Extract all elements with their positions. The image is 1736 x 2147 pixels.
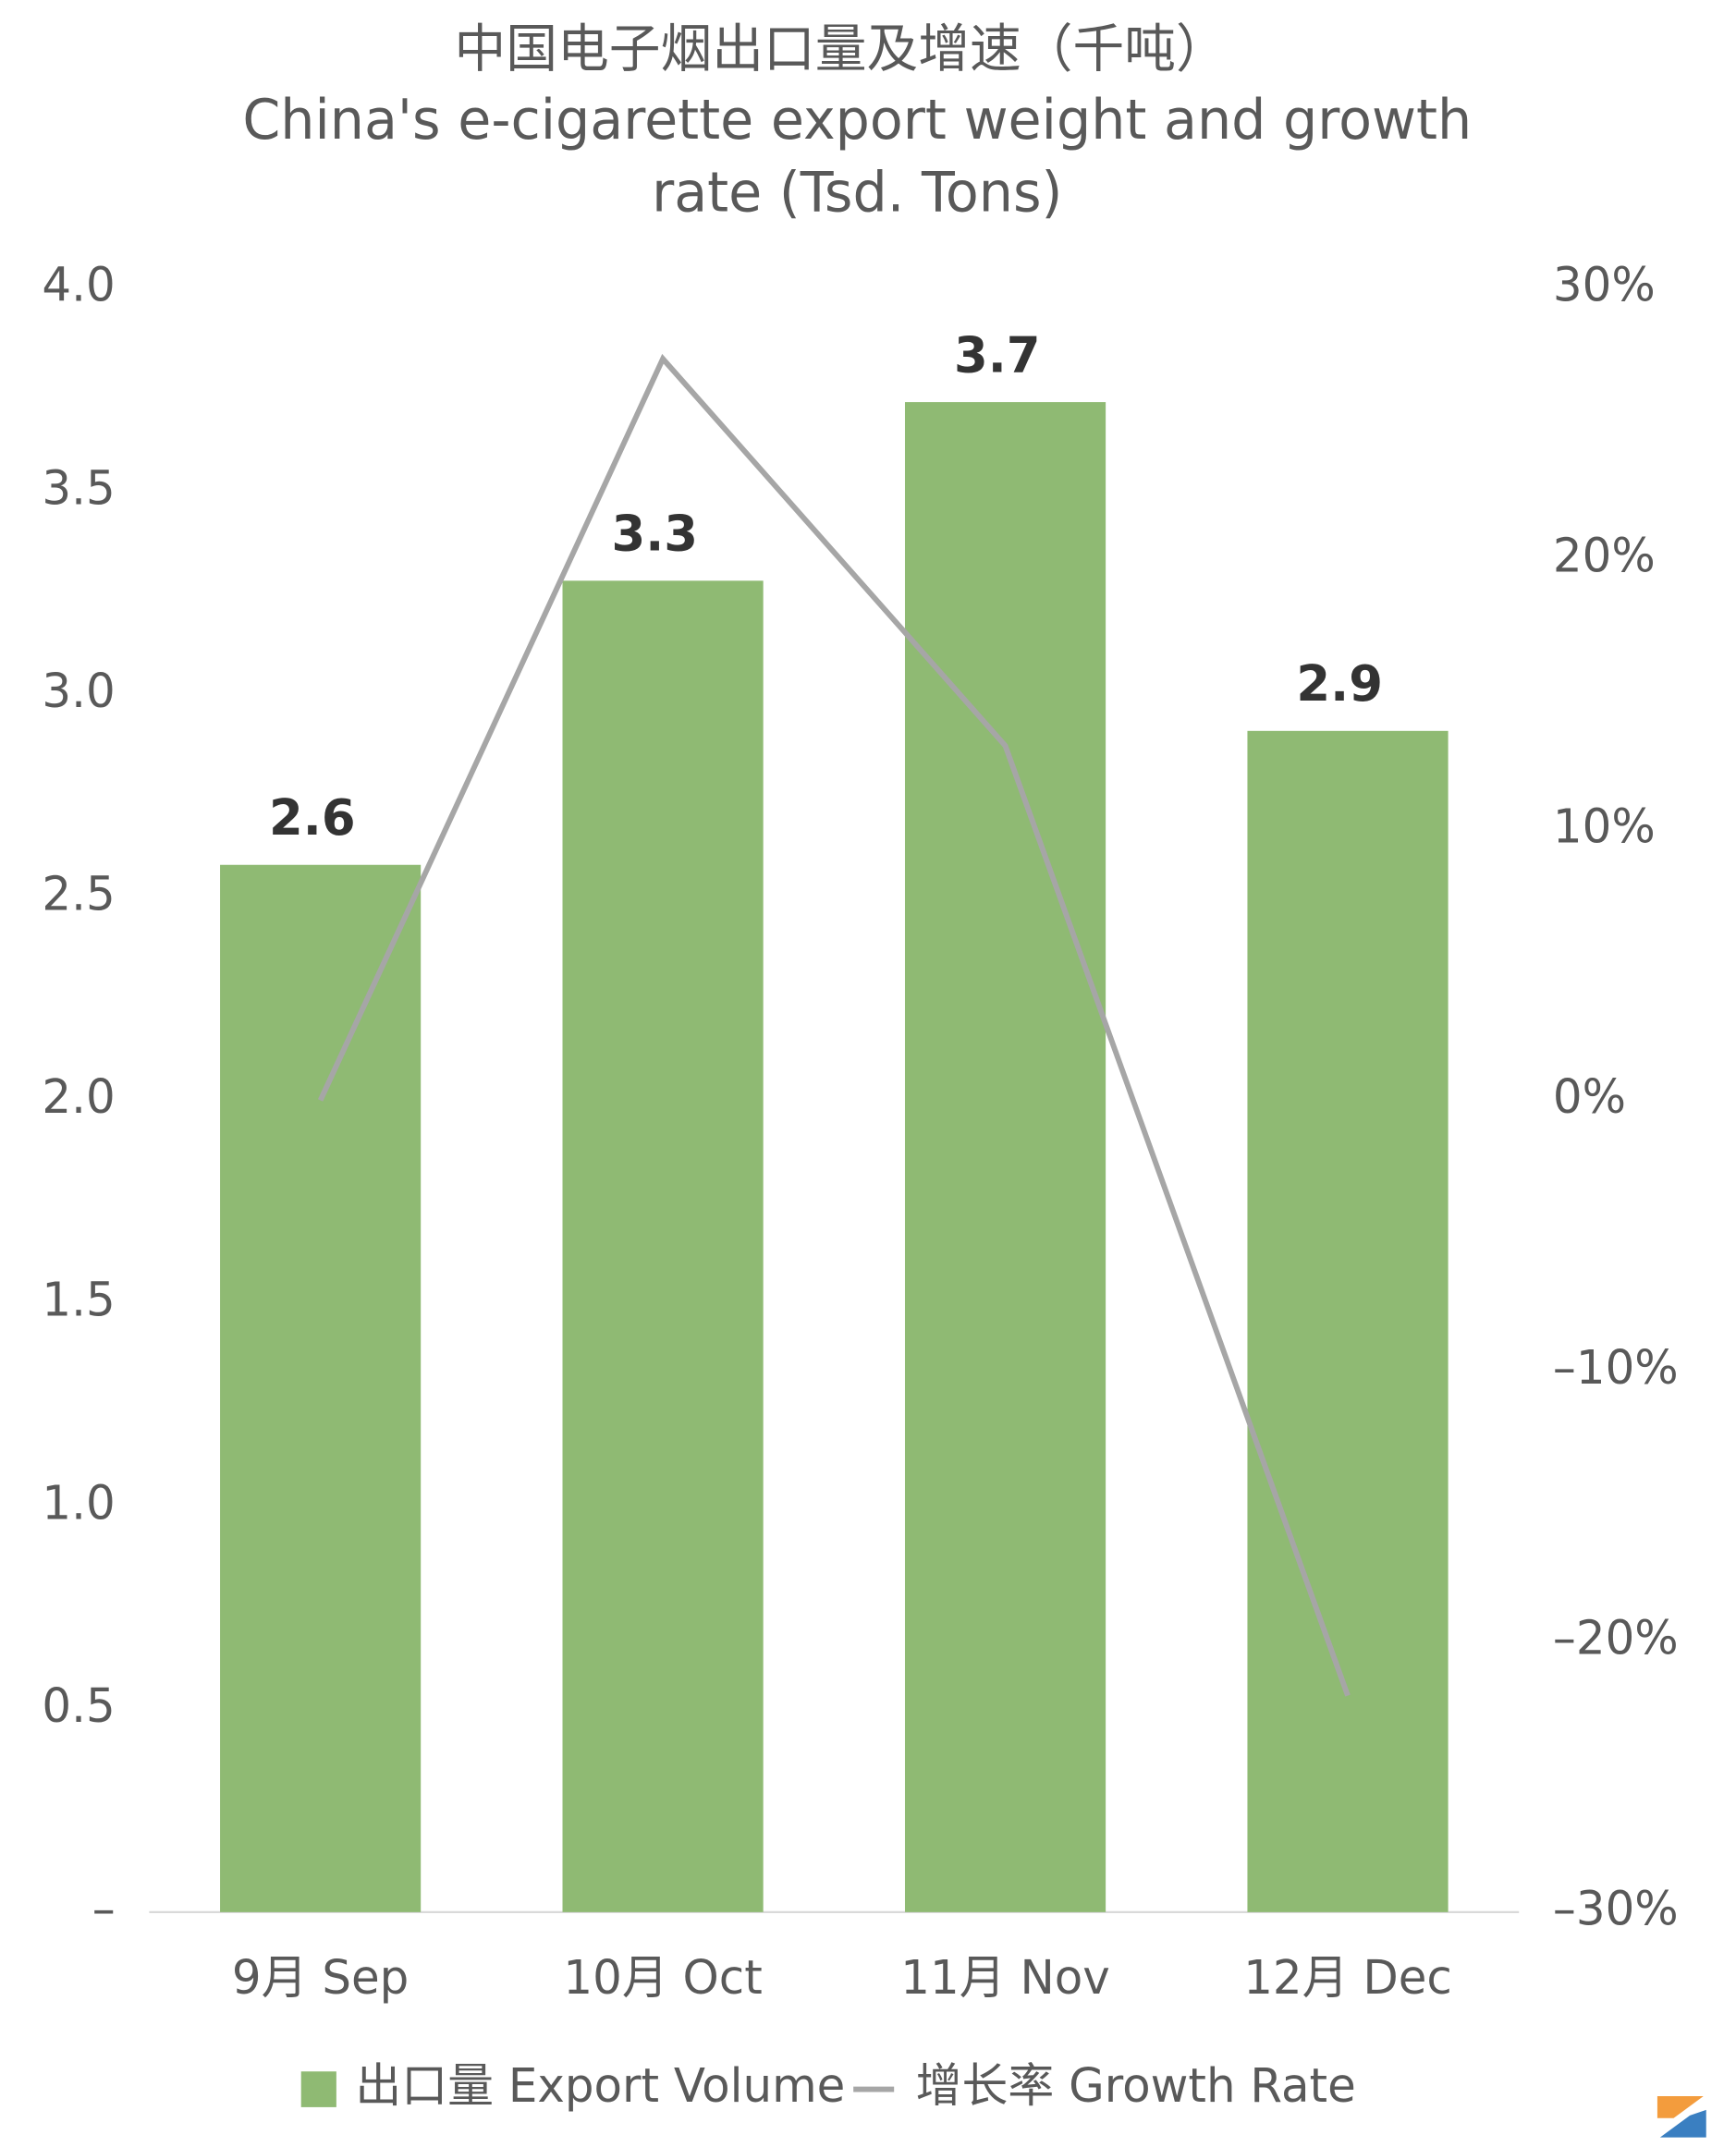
legend-swatch [300, 2071, 336, 2107]
bar [220, 864, 422, 1912]
bar [904, 402, 1106, 1912]
y2-tick-label: 0% [1553, 1069, 1626, 1124]
data-label: 2.9 [1296, 655, 1383, 713]
bar [1247, 730, 1449, 1912]
data-label: 3.7 [954, 326, 1041, 384]
bar [562, 580, 764, 1912]
y-tick-label: 2.0 [42, 1069, 115, 1124]
x-tick-label: 12月 Dec [1243, 1949, 1452, 2004]
y-tick-label: 4.0 [42, 257, 115, 311]
data-label: 3.3 [612, 505, 699, 562]
logo [1654, 2091, 1709, 2141]
y-tick-label: 2.5 [42, 866, 115, 921]
y-tick-label: 3.0 [42, 664, 115, 718]
chart-subtitle: rate (Tsd. Tons) [652, 160, 1062, 224]
x-tick-label: 9月 Sep [232, 1949, 409, 2004]
y2-tick-label: 20% [1553, 528, 1656, 582]
legend-label: 增长率 Growth Rate [916, 2058, 1356, 2113]
y-tick-label: – [92, 1881, 116, 1935]
y-tick-label: 3.5 [42, 460, 115, 515]
y-tick-label: 1.5 [42, 1272, 115, 1326]
legend-label: 出口量 Export Volume [355, 2058, 845, 2113]
y2-tick-label: –10% [1553, 1340, 1679, 1395]
chart-subtitle: China's e-cigarette export weight and gr… [242, 88, 1472, 152]
data-label: 2.6 [269, 789, 356, 847]
y-tick-label: 1.0 [42, 1475, 115, 1530]
y2-tick-label: 10% [1553, 799, 1656, 853]
chart-title: 中国电子烟出口量及增速（千吨） [455, 19, 1228, 79]
x-tick-label: 11月 Nov [900, 1949, 1109, 2004]
y2-tick-label: –30% [1553, 1881, 1679, 1935]
line [317, 353, 1351, 1697]
y-tick-label: 0.5 [42, 1678, 115, 1733]
y2-tick-label: 30% [1553, 257, 1656, 311]
x-tick-label: 10月 Oct [563, 1949, 762, 2004]
y2-tick-label: –20% [1553, 1610, 1679, 1665]
